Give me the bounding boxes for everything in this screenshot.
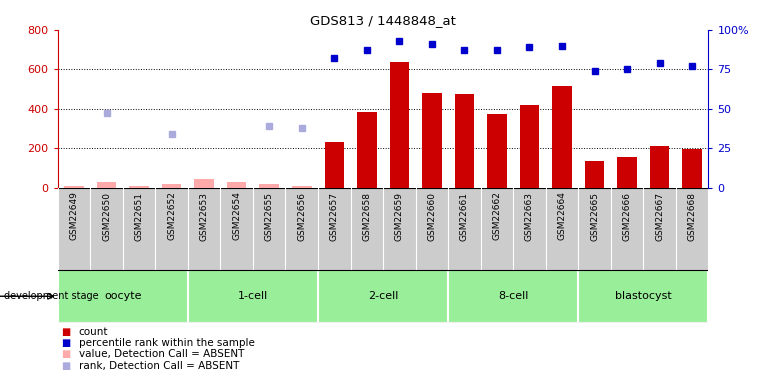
- Text: 2-cell: 2-cell: [368, 291, 398, 301]
- Text: count: count: [79, 327, 108, 337]
- Text: GSM22664: GSM22664: [557, 192, 567, 240]
- Bar: [650, 146, 669, 188]
- Bar: [97, 182, 116, 188]
- Text: 8-cell: 8-cell: [498, 291, 528, 301]
- Text: GSM22656: GSM22656: [297, 192, 306, 241]
- Text: GSM22649: GSM22649: [69, 192, 79, 240]
- Bar: [259, 184, 279, 188]
- Bar: [618, 157, 637, 188]
- Bar: [448, 270, 578, 322]
- Text: GSM22662: GSM22662: [493, 192, 501, 240]
- Bar: [520, 105, 539, 188]
- Text: GSM22654: GSM22654: [233, 192, 241, 240]
- Text: oocyte: oocyte: [104, 291, 142, 301]
- Text: GSM22659: GSM22659: [395, 192, 403, 241]
- Bar: [188, 270, 318, 322]
- Bar: [552, 86, 572, 188]
- Bar: [64, 186, 84, 188]
- Bar: [318, 270, 448, 322]
- Bar: [390, 62, 409, 188]
- Text: GSM22666: GSM22666: [623, 192, 631, 241]
- Bar: [324, 142, 344, 188]
- Bar: [129, 186, 149, 188]
- Bar: [454, 94, 474, 188]
- Title: GDS813 / 1448848_at: GDS813 / 1448848_at: [310, 15, 456, 27]
- Text: GSM22653: GSM22653: [199, 192, 209, 241]
- Bar: [487, 114, 507, 188]
- Text: 1-cell: 1-cell: [238, 291, 268, 301]
- Text: ■: ■: [62, 350, 71, 359]
- Text: ■: ■: [62, 361, 71, 370]
- Bar: [194, 178, 214, 188]
- Text: GSM22668: GSM22668: [688, 192, 697, 241]
- Text: GSM22665: GSM22665: [590, 192, 599, 241]
- Text: GSM22667: GSM22667: [655, 192, 664, 241]
- Bar: [292, 186, 312, 188]
- Text: GSM22661: GSM22661: [460, 192, 469, 241]
- Text: rank, Detection Call = ABSENT: rank, Detection Call = ABSENT: [79, 361, 239, 370]
- Text: ■: ■: [62, 338, 71, 348]
- Bar: [578, 270, 708, 322]
- Text: GSM22650: GSM22650: [102, 192, 111, 241]
- Text: GSM22663: GSM22663: [525, 192, 534, 241]
- Text: GSM22652: GSM22652: [167, 192, 176, 240]
- Text: GSM22655: GSM22655: [265, 192, 273, 241]
- Text: GSM22651: GSM22651: [135, 192, 143, 241]
- Text: GSM22660: GSM22660: [427, 192, 437, 241]
- Bar: [58, 270, 188, 322]
- Text: development stage: development stage: [4, 291, 99, 301]
- Text: blastocyst: blastocyst: [615, 291, 671, 301]
- Text: percentile rank within the sample: percentile rank within the sample: [79, 338, 254, 348]
- Bar: [357, 112, 377, 188]
- Bar: [682, 149, 702, 188]
- Bar: [584, 161, 604, 188]
- Bar: [227, 182, 246, 188]
- Text: GSM22657: GSM22657: [330, 192, 339, 241]
- Text: value, Detection Call = ABSENT: value, Detection Call = ABSENT: [79, 350, 244, 359]
- Bar: [422, 93, 442, 188]
- Text: ■: ■: [62, 327, 71, 337]
- Bar: [162, 184, 182, 188]
- Text: GSM22658: GSM22658: [363, 192, 371, 241]
